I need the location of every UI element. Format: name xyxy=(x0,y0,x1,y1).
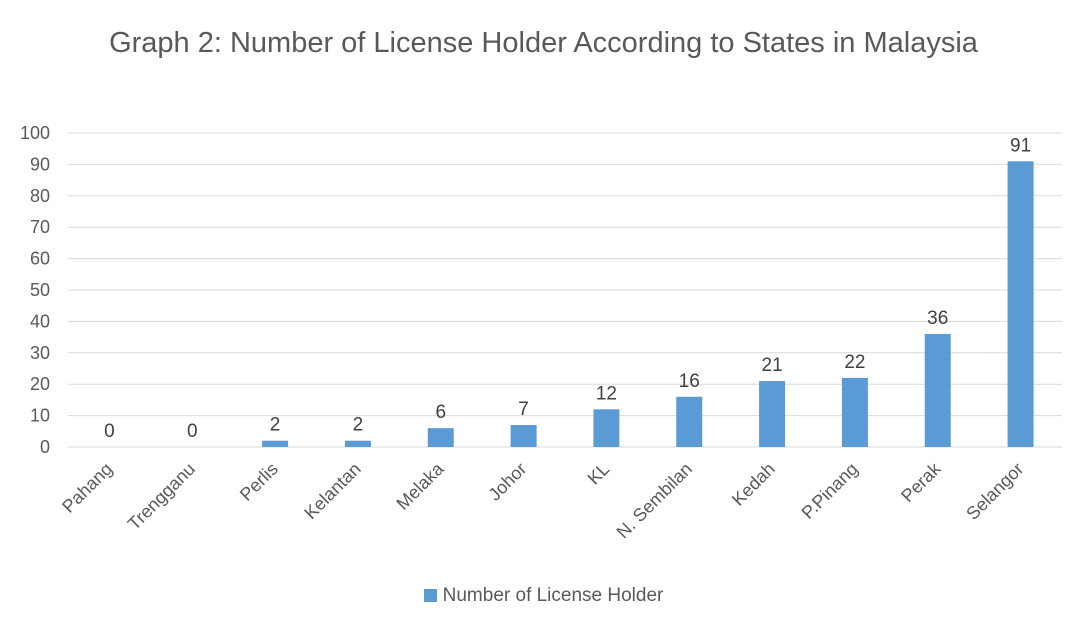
y-tick-label: 20 xyxy=(30,374,50,394)
data-label: 16 xyxy=(679,371,700,392)
bar xyxy=(841,377,868,447)
y-tick-label: 80 xyxy=(30,186,50,206)
category-label: KL xyxy=(584,459,614,489)
bar xyxy=(1007,161,1034,447)
data-label: 2 xyxy=(270,415,281,436)
category-label: Selangor xyxy=(962,459,1027,524)
data-label: 36 xyxy=(927,308,948,329)
legend: Number of License Holder xyxy=(0,585,1087,607)
category-label: Perak xyxy=(897,458,945,506)
category-label: Kelantan xyxy=(300,459,364,523)
category-label: Johor xyxy=(484,459,530,505)
category-label: Perlis xyxy=(236,459,282,505)
category-label: P.Pinang xyxy=(798,459,862,523)
data-label: 2 xyxy=(353,415,364,436)
bar xyxy=(924,333,951,447)
bars xyxy=(262,161,1034,447)
y-tick-label: 30 xyxy=(30,343,50,363)
data-label: 21 xyxy=(762,355,783,376)
data-label: 91 xyxy=(1010,135,1031,156)
y-tick-label: 100 xyxy=(20,123,50,143)
data-label: 22 xyxy=(844,352,865,373)
data-label: 0 xyxy=(104,421,115,442)
bar xyxy=(676,396,703,447)
y-tick-label: 50 xyxy=(30,280,50,300)
bar xyxy=(593,409,620,447)
bar xyxy=(427,428,454,447)
category-label: N. Sembilan xyxy=(613,459,696,542)
data-label: 6 xyxy=(435,402,446,423)
bar xyxy=(262,440,289,447)
data-label: 0 xyxy=(187,421,198,442)
bar xyxy=(510,425,537,447)
legend-label: Number of License Holder xyxy=(442,585,664,606)
y-tick-label: 70 xyxy=(30,217,50,237)
legend-swatch xyxy=(423,589,437,602)
data-label: 12 xyxy=(596,383,617,404)
category-label: Trengganu xyxy=(124,459,199,534)
gridlines xyxy=(68,132,1062,448)
y-tick-label: 0 xyxy=(40,437,50,457)
y-tick-label: 60 xyxy=(30,249,50,269)
data-label: 7 xyxy=(518,399,529,420)
category-label: Pahang xyxy=(58,459,116,517)
y-tick-label: 90 xyxy=(30,154,50,174)
y-tick-label: 10 xyxy=(30,406,50,426)
y-axis-ticks: 0 10 20 30 40 50 60 70 80 90 100 xyxy=(20,123,50,457)
y-tick-label: 40 xyxy=(30,311,50,331)
bar xyxy=(344,440,371,447)
category-label: Melaka xyxy=(392,458,448,514)
chart-title: Graph 2: Number of License Holder Accord… xyxy=(109,27,978,59)
x-axis-categories: Pahang Trengganu Perlis Kelantan Melaka Johor… xyxy=(58,458,1027,542)
bar xyxy=(759,381,786,447)
category-label: Kedah xyxy=(728,459,779,510)
